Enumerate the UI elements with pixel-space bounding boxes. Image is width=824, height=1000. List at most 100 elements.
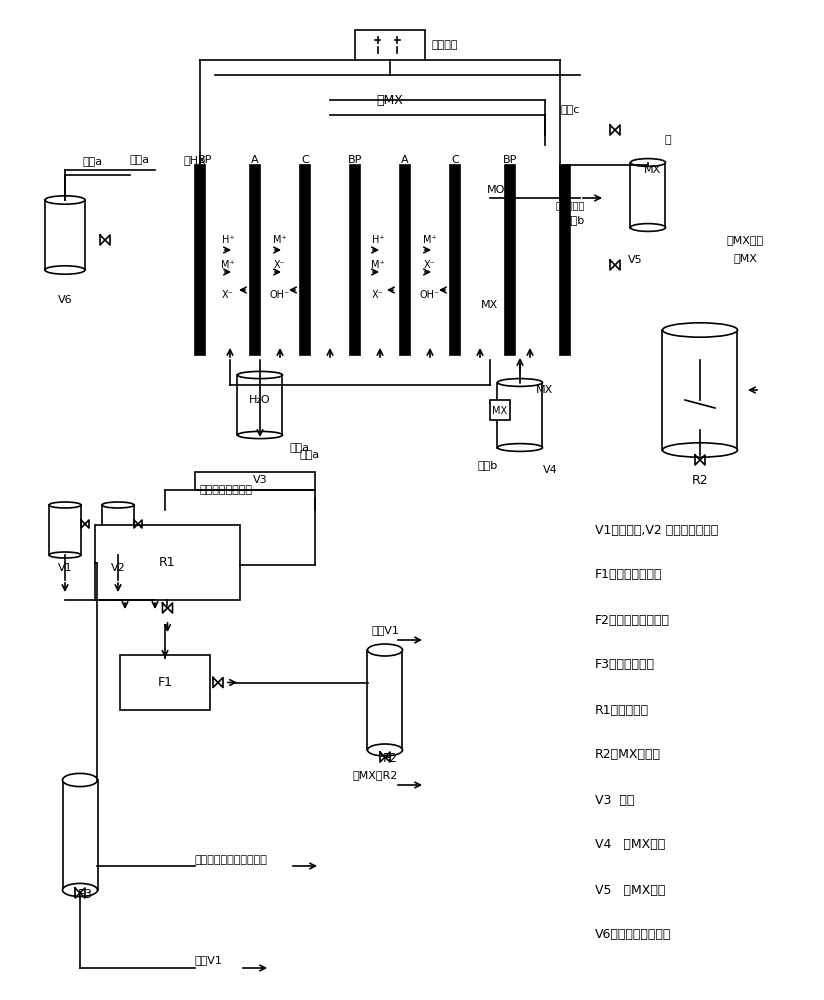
Text: 出口a: 出口a [130, 155, 150, 165]
Text: 液HX: 液HX [184, 155, 206, 165]
Text: F2醇－盐水分离装置: F2醇－盐水分离装置 [595, 613, 670, 626]
Text: F3醇酯分离装置: F3醇酯分离装置 [595, 658, 655, 672]
Text: 稀: 稀 [665, 135, 672, 145]
Text: M⁺: M⁺ [221, 260, 235, 270]
Bar [662, 330, 737, 450]
Ellipse shape [45, 196, 85, 204]
Text: 液体酯去下一工段或暂存: 液体酯去下一工段或暂存 [195, 855, 268, 865]
Bar [498, 382, 542, 448]
Text: H⁺: H⁺ [222, 235, 234, 245]
Text: 去液缩工段: 去液缩工段 [555, 200, 585, 210]
Text: MX: MX [536, 385, 554, 395]
Text: BP: BP [348, 155, 363, 165]
Ellipse shape [102, 502, 134, 508]
Text: X⁻: X⁻ [222, 290, 234, 300]
Text: 醇去V1: 醇去V1 [195, 955, 222, 965]
Bar [195, 472, 315, 490]
Text: H⁺: H⁺ [372, 235, 384, 245]
Bar [355, 30, 425, 60]
Text: C: C [301, 155, 309, 165]
Text: F1: F1 [157, 676, 172, 689]
Ellipse shape [102, 552, 134, 558]
Text: V4   液MX储罐: V4 液MX储罐 [595, 838, 665, 852]
Text: 出口b: 出口b [565, 215, 585, 225]
Text: R1: R1 [159, 556, 176, 569]
Bar [45, 200, 85, 270]
Bar [63, 780, 97, 890]
Text: V6: V6 [58, 295, 73, 305]
Bar [560, 165, 570, 355]
Text: R2: R2 [691, 474, 709, 487]
Ellipse shape [498, 444, 542, 451]
Text: 出口a: 出口a [83, 157, 103, 167]
Text: V4: V4 [543, 465, 557, 475]
Text: R2液MX配料釜: R2液MX配料釜 [595, 748, 661, 762]
Bar [102, 505, 134, 555]
Ellipse shape [237, 431, 283, 439]
Text: F2: F2 [382, 752, 397, 764]
Text: V2: V2 [110, 563, 125, 573]
Text: MOH: MOH [487, 185, 513, 195]
Text: A: A [251, 155, 259, 165]
Text: BP: BP [503, 155, 517, 165]
Ellipse shape [662, 443, 737, 457]
Text: C: C [451, 155, 459, 165]
Text: MX: MX [493, 406, 508, 416]
Text: 液MX或固: 液MX或固 [727, 235, 764, 245]
Bar [630, 162, 666, 228]
Text: M⁺: M⁺ [424, 235, 437, 245]
Ellipse shape [630, 224, 666, 231]
Text: R1酯化反应器: R1酯化反应器 [595, 704, 649, 716]
Text: 醇去V1: 醇去V1 [371, 625, 399, 635]
Ellipse shape [45, 266, 85, 274]
Ellipse shape [368, 644, 402, 656]
Text: M⁺: M⁺ [273, 235, 287, 245]
Bar [450, 165, 460, 355]
Bar [120, 655, 210, 710]
Ellipse shape [49, 502, 81, 508]
Bar [350, 165, 360, 355]
Text: V3: V3 [253, 475, 267, 485]
Text: V6无机酸溶液暂存罐: V6无机酸溶液暂存罐 [595, 928, 672, 942]
Text: V1醇高位槽,V2 亚硝酸盐高位槽: V1醇高位槽,V2 亚硝酸盐高位槽 [595, 524, 719, 536]
Ellipse shape [630, 159, 666, 166]
Bar [490, 400, 510, 420]
Text: MX: MX [481, 300, 499, 310]
Text: OH⁻: OH⁻ [420, 290, 440, 300]
Ellipse shape [63, 773, 97, 787]
Ellipse shape [49, 552, 81, 558]
Text: 出口c: 出口c [560, 105, 580, 115]
Text: M⁺: M⁺ [371, 260, 385, 270]
Text: F1液－液分离装置: F1液－液分离装置 [595, 568, 662, 582]
Text: V5: V5 [628, 255, 643, 265]
Text: V1: V1 [58, 563, 73, 573]
Text: H₂O: H₂O [249, 395, 271, 405]
Text: 直流电源: 直流电源 [432, 40, 458, 50]
Bar [505, 165, 515, 355]
Bar [237, 375, 283, 435]
Text: 体MX: 体MX [733, 253, 757, 263]
Text: A: A [401, 155, 409, 165]
Text: MX: MX [644, 165, 662, 175]
Text: 入口b: 入口b [478, 460, 499, 470]
Bar [195, 165, 205, 355]
Text: F3: F3 [77, 888, 92, 902]
Text: BP: BP [198, 155, 213, 165]
Text: 入口a: 入口a [290, 443, 310, 453]
Text: V5   稀MX储罐: V5 稀MX储罐 [595, 884, 665, 896]
Text: V3  水罐: V3 水罐 [595, 794, 634, 806]
Text: 入口a: 入口a [300, 450, 320, 460]
Text: X⁻: X⁻ [372, 290, 384, 300]
Text: 稀MX: 稀MX [377, 94, 404, 106]
Text: OH⁻: OH⁻ [270, 290, 290, 300]
Ellipse shape [368, 744, 402, 756]
Bar [300, 165, 310, 355]
Bar [49, 505, 81, 555]
Text: 液MX去R2: 液MX去R2 [353, 770, 398, 780]
Ellipse shape [63, 883, 97, 897]
Ellipse shape [237, 371, 283, 379]
Bar [95, 525, 240, 600]
Bar [250, 165, 260, 355]
Text: X⁻: X⁻ [424, 260, 436, 270]
Text: 气体酯去下一工段: 气体酯去下一工段 [200, 485, 253, 495]
